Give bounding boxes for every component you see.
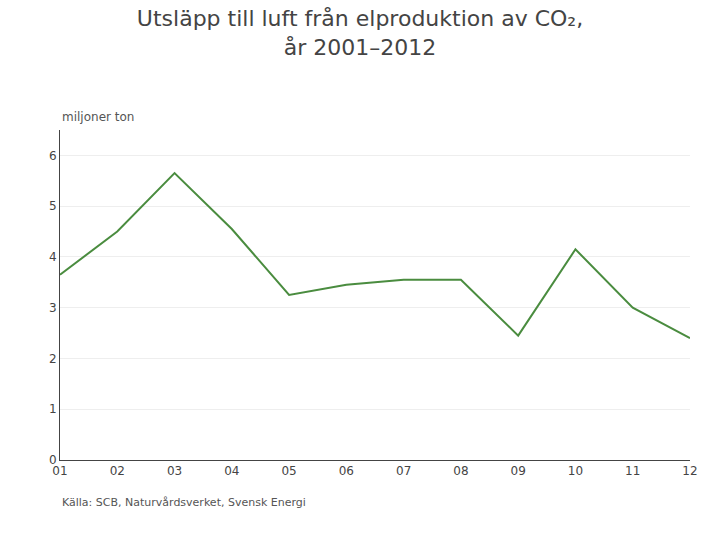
svg-text:4: 4 xyxy=(49,250,57,264)
svg-text:6: 6 xyxy=(49,149,57,163)
svg-text:5: 5 xyxy=(49,199,57,213)
svg-text:03: 03 xyxy=(167,464,182,478)
svg-text:0: 0 xyxy=(49,453,57,467)
svg-text:12: 12 xyxy=(682,464,697,478)
svg-text:1: 1 xyxy=(49,402,57,416)
svg-text:01: 01 xyxy=(52,464,67,478)
svg-text:07: 07 xyxy=(396,464,411,478)
svg-text:Utsläpp till luft från elprodu: Utsläpp till luft från elproduktion av C… xyxy=(137,6,583,60)
svg-text:miljoner ton: miljoner ton xyxy=(62,110,134,124)
svg-text:3: 3 xyxy=(49,301,57,315)
svg-text:05: 05 xyxy=(281,464,296,478)
svg-text:09: 09 xyxy=(511,464,526,478)
svg-text:10: 10 xyxy=(568,464,583,478)
svg-text:02: 02 xyxy=(110,464,125,478)
svg-text:08: 08 xyxy=(453,464,468,478)
svg-text:Källa: SCB, Naturvårdsverket,: Källa: SCB, Naturvårdsverket, Svensk Ene… xyxy=(62,496,306,509)
svg-text:06: 06 xyxy=(339,464,354,478)
svg-text:11: 11 xyxy=(625,464,640,478)
svg-text:2: 2 xyxy=(49,352,57,366)
svg-text:04: 04 xyxy=(224,464,239,478)
